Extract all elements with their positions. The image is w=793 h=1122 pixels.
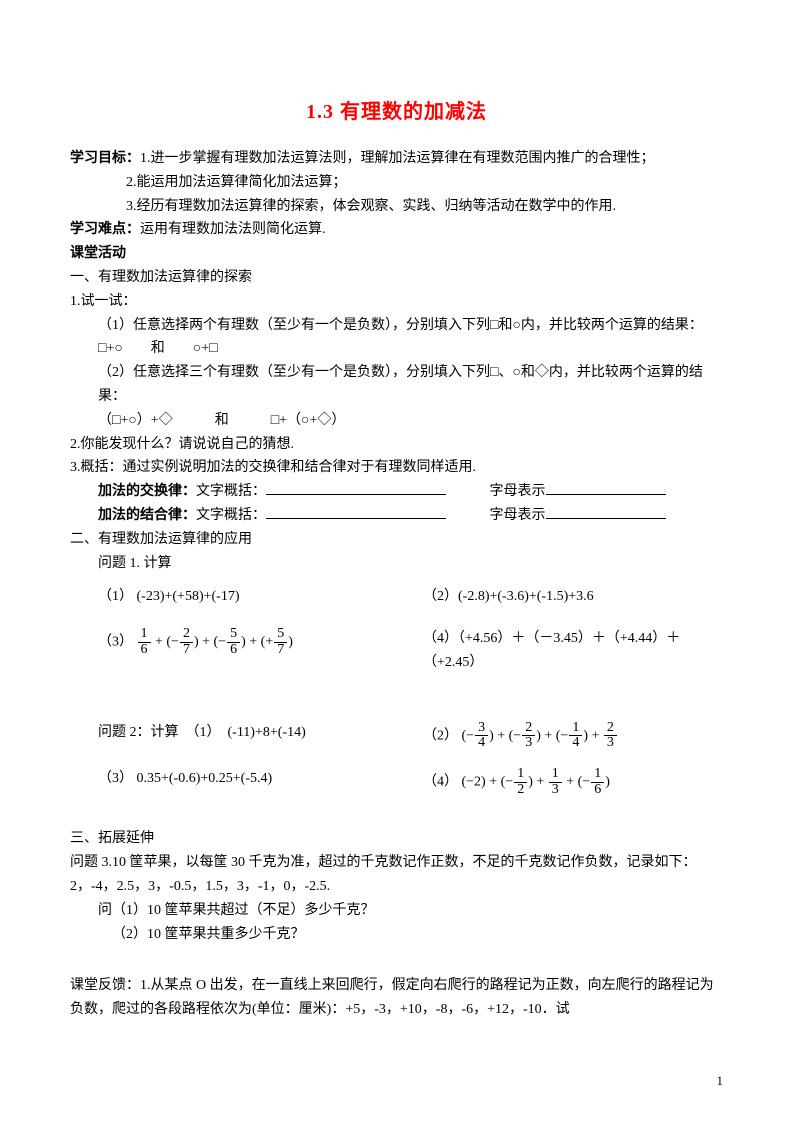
goal-1: 1.进一步掌握有理数加法运算法则，理解加法运算律在有理数范围内推广的合理性； — [140, 151, 655, 166]
learning-difficulty: 学习难点：运用有理数加法法则简化运算. — [70, 218, 723, 242]
letter-expr-label: 字母表示 — [490, 484, 546, 499]
q1-label: 问题 1. 计算 — [70, 552, 723, 576]
section-1-title: 一、有理数加法运算律的探索 — [70, 266, 723, 290]
associative-text-blank[interactable] — [266, 504, 446, 519]
q2-3-tag: （3） — [98, 771, 133, 786]
q2-row-2: （3） 0.35+(-0.6)+0.25+(-5.4) （4） (−2) + (… — [70, 767, 723, 797]
section-3-title: 三、拓展延伸 — [70, 827, 723, 851]
q2-1: (-11)+8+(-14) — [228, 725, 306, 740]
q1-1-tag: （1） — [98, 589, 133, 604]
frac-1-2: 12 — [513, 767, 528, 797]
associative-letter-blank[interactable] — [546, 504, 666, 519]
q3-b: （2）10 筐苹果共重多少千克？ — [70, 923, 723, 947]
q2-3: 0.35+(-0.6)+0.25+(-5.4) — [137, 771, 273, 786]
learning-goals: 学习目标：1.进一步掌握有理数加法运算法则，理解加法运算律在有理数范围内推广的合… — [70, 147, 723, 218]
frac-1-6b: 16 — [590, 767, 605, 797]
q1-1: (-23)+(+58)+(-17) — [137, 589, 240, 604]
try-label: 1.试一试： — [70, 290, 723, 314]
text-summary-label: 文字概括： — [196, 484, 266, 499]
q1-4-text: （+4.56）＋（－3.45）＋（+4.44）＋（+2.45） — [423, 631, 680, 670]
section-2-title: 二、有理数加法运算律的应用 — [70, 528, 723, 552]
associative-label: 加法的结合律： — [98, 508, 196, 523]
frac-2-3: 23 — [521, 721, 536, 751]
page-number: 1 — [717, 1070, 724, 1092]
discover: 2.你能发现什么？请说说自己的猜想. — [70, 433, 723, 457]
q2-label: 问题 2：计算 — [98, 725, 179, 740]
try-1-expr: □+○ 和 ○+□ — [70, 337, 723, 361]
q3-a: 问（1）10 筐苹果共超过（不足）多少千克？ — [70, 899, 723, 923]
q2-1-tag: （1） — [193, 725, 214, 740]
q2-2: （2） (−34) + (−23) + (−14) + 23 — [423, 721, 723, 751]
q1-4: （4）（+4.56）＋（－3.45）＋（+4.44）＋（+2.45） — [423, 627, 723, 675]
frac-1-4: 14 — [568, 721, 583, 751]
q1-row-2: （3） 16 + (−27) + (−56) + (+57) （4）（+4.56… — [70, 627, 723, 675]
frac-1-6: 16 — [137, 627, 152, 657]
frac-5-6: 56 — [226, 627, 241, 657]
q3-text: 问题 3.10 筐苹果，以每筐 30 千克为准，超过的千克数记作正数，不足的千克… — [70, 851, 723, 899]
try-2: （2）任意选择三个有理数（至少有一个是负数），分别填入下列□、○和◇内，并比较两… — [70, 361, 723, 409]
goal-2: 2.能运用加法运算律简化加法运算； — [70, 171, 723, 195]
commutative-text-blank[interactable] — [266, 480, 446, 495]
q1-2-tag: （2） — [423, 589, 458, 604]
q2-4: （4） (−2) + (−12) + 13 + (−16) — [423, 767, 723, 797]
q2-2-tag: （2） — [423, 728, 458, 743]
frac-2-3b: 23 — [603, 721, 618, 751]
try-1: （1）任意选择两个有理数（至少有一个是负数），分别填入下列□和○内，并比较两个运… — [70, 314, 723, 338]
difficulty-label: 学习难点： — [70, 222, 140, 237]
commutative-law-row: 加法的交换律：文字概括： 字母表示 — [70, 480, 723, 504]
q2-4-tag: （4） — [423, 775, 458, 790]
commutative-label: 加法的交换律： — [98, 484, 196, 499]
difficulty-text: 运用有理数加法法则简化运算. — [140, 222, 326, 237]
feedback-text: 1.从某点 O 出发，在一直线上来回爬行，假定向右爬行的路程记为正数，向左爬行的… — [70, 978, 714, 1017]
feedback-label: 课堂反馈： — [70, 978, 140, 993]
q1-2: (-2.8)+(-3.6)+(-1.5)+3.6 — [458, 589, 594, 604]
try-2-expr: （□+○）+◇ 和 □+（○+◇） — [70, 409, 723, 433]
text-summary-label-2: 文字概括： — [196, 508, 266, 523]
q1-3: （3） 16 + (−27) + (−56) + (+57) — [98, 627, 423, 675]
frac-5-7: 57 — [273, 627, 288, 657]
q2-row-1: 问题 2：计算 （1） (-11)+8+(-14) （2） (−34) + (−… — [70, 721, 723, 751]
frac-3-4: 34 — [474, 721, 489, 751]
associative-law-row: 加法的结合律：文字概括： 字母表示 — [70, 504, 723, 528]
q1-row-1: （1） (-23)+(+58)+(-17) （2）(-2.8)+(-3.6)+(… — [70, 585, 723, 609]
document-title: 1.3 有理数的加减法 — [70, 95, 723, 129]
q1-4-tag: （4） — [423, 631, 458, 646]
frac-2-7: 27 — [179, 627, 194, 657]
q1-3-tag: （3） — [98, 635, 133, 650]
goal-3: 3.经历有理数加法运算律的探索，体会观察、实践、归纳等活动在数学中的作用. — [70, 195, 723, 219]
letter-expr-label-2: 字母表示 — [490, 508, 546, 523]
goals-label: 学习目标： — [70, 151, 140, 166]
summarize: 3.概括：通过实例说明加法的交换律和结合律对于有理数同样适用. — [70, 456, 723, 480]
feedback: 课堂反馈：1.从某点 O 出发，在一直线上来回爬行，假定向右爬行的路程记为正数，… — [70, 974, 723, 1022]
commutative-letter-blank[interactable] — [546, 480, 666, 495]
frac-1-3: 13 — [548, 767, 563, 797]
activity-label: 课堂活动 — [70, 242, 723, 266]
